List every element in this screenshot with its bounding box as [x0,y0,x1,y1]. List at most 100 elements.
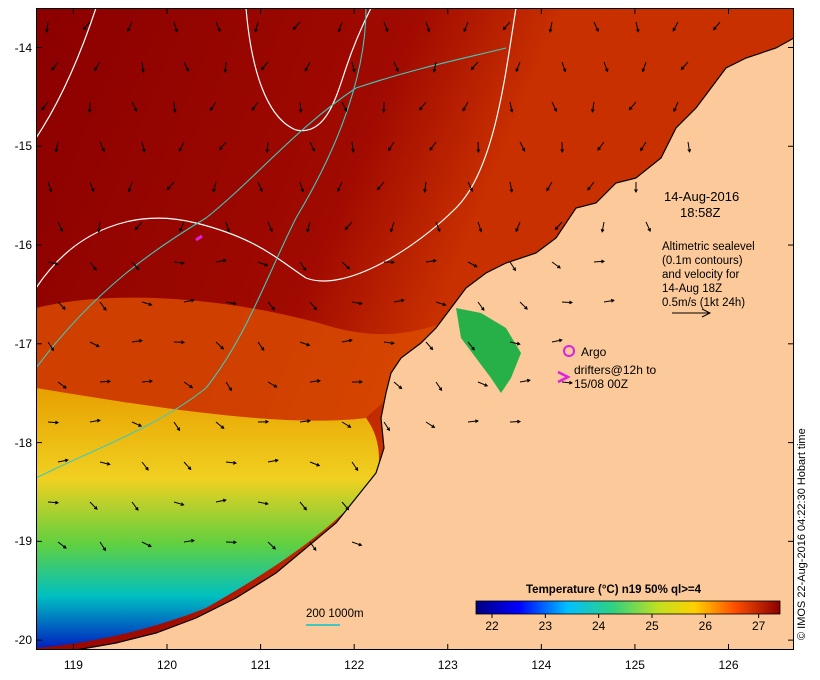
velocity-arrow [51,61,59,71]
velocity-arrow [376,181,385,191]
velocity-arrow [57,541,67,549]
x-tick-label: 124 [531,658,552,672]
velocity-arrow [93,61,101,72]
velocity-arrow [141,541,152,548]
velocity-arrow [509,101,514,113]
velocity-arrow [593,21,599,33]
altimetry-line: (0.1m contours) [662,255,743,267]
ocean-sst-mid [36,297,496,421]
colorbar [475,600,781,615]
velocity-arrow [172,101,177,113]
imos-credit: © IMOS 22-Aug-2016 04:22:30 Hobart time [796,428,808,640]
x-tick-label: 120 [156,658,178,672]
velocity-arrow [628,101,637,111]
velocity-arrow [680,61,689,71]
velocity-arrow [173,501,185,506]
velocity-arrow [141,379,153,384]
velocity-arrow [212,181,217,193]
velocity-arrow [429,141,437,151]
timestamp-time: 18:58Z [680,205,721,220]
velocity-arrow [179,221,185,233]
velocity-arrow [225,381,232,392]
velocity-arrow [425,421,436,428]
velocity-arrow [467,261,478,268]
velocity-arrow [257,501,269,506]
velocity-arrow [47,500,60,505]
velocity-arrow [183,538,195,543]
velocity-arrow [166,181,175,191]
velocity-arrow [645,221,651,233]
velocity-arrow [519,141,526,152]
velocity-arrow [341,101,348,112]
velocity-arrow [423,181,427,193]
velocity-arrow [509,261,517,272]
velocity-arrow [381,101,386,114]
velocity-arrow [215,258,227,263]
velocity-arrow [435,221,441,233]
velocity-arrow [127,181,133,193]
velocity-arrow [131,261,140,271]
velocity-arrow [560,141,565,154]
colorbar-tick-label: 27 [751,619,766,633]
velocity-arrow [561,61,567,73]
velocity-arrow [477,301,485,311]
velocity-arrow [178,141,185,152]
velocity-arrow [89,181,95,193]
map-border [36,8,794,650]
velocity-arrow [292,21,301,31]
velocity-arrow [299,419,311,423]
altimetry-line: Altimetric sealevel [662,241,755,253]
velocity-arrow [309,461,321,467]
x-tick-label: 123 [437,658,458,672]
y-tick-label: -17 [14,336,32,351]
velocity-arrow [597,141,605,151]
velocity-arrow [673,101,679,113]
velocity-arrow [388,141,395,152]
velocity-arrow [590,101,595,113]
coastline [75,37,794,650]
velocity-arrow [467,419,479,424]
velocity-arrow [476,141,481,154]
velocity-arrow [173,421,181,432]
velocity-arrow [99,301,107,311]
velocity-arrow [470,61,479,71]
colorbar-ticks [491,614,760,618]
axis-ticks [36,8,794,650]
velocity-arrow [89,261,97,271]
velocity-arrow [57,381,67,389]
velocity-arrow [603,298,615,303]
velocity-arrow [131,501,139,511]
colorbar-tick-label: 23 [538,619,552,633]
velocity-arrow [45,21,49,33]
altimetry-line: and velocity for [662,269,740,281]
velocity-arrow [337,181,343,193]
velocity-arrow [304,61,311,72]
velocity-arrow [141,61,145,73]
timestamp-date: 14-Aug-2016 [664,189,740,204]
velocity-arrow [225,540,238,545]
velocity-arrow [546,181,553,192]
velocity-arrow [225,301,237,306]
velocity-arrow [131,101,138,112]
velocity-arrow [47,261,59,266]
velocity-arrow [141,141,146,153]
velocity-arrow [634,181,638,194]
velocity-arrow [267,221,273,233]
velocity-arrow [383,341,395,345]
velocity-arrow [509,419,522,424]
altimetry-line: 0.5m/s (1kt 24h) [662,297,746,309]
sealevel-contours [36,8,517,289]
velocity-arrow [47,420,60,425]
velocity-arrow [225,221,230,233]
velocity-arrow [548,21,553,33]
velocity-arrow [267,541,276,550]
velocity-arrow [215,421,225,430]
velocity-arrow [47,341,55,352]
velocity-arrow [337,21,343,33]
velocity-arrow [393,298,405,303]
velocity-arrow [173,340,186,345]
velocity-arrow [99,541,107,552]
velocity-arrow [551,261,561,269]
velocity-arrow [265,141,270,154]
velocity-arrows [41,21,721,552]
